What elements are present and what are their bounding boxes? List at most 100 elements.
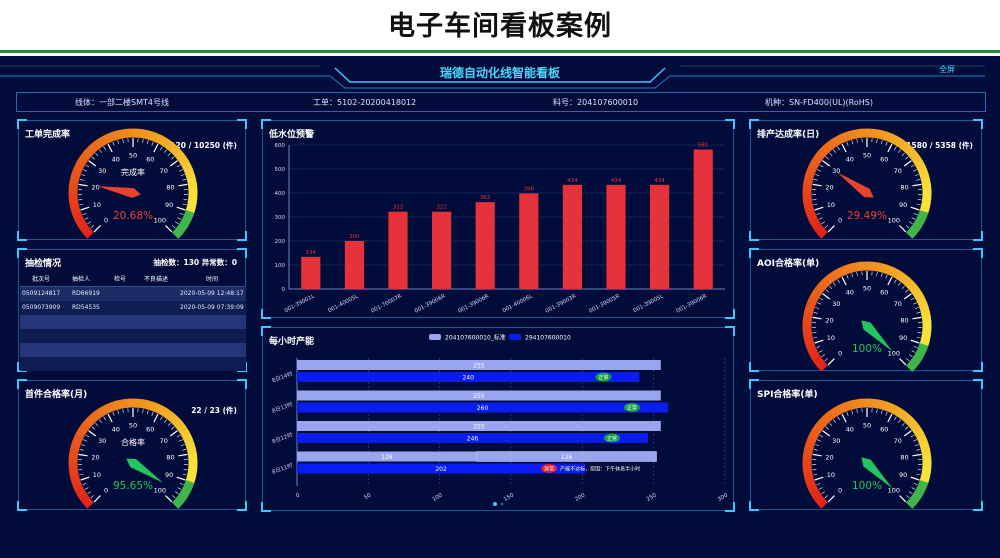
gauge-tick — [90, 495, 94, 499]
actual-bar[interactable] — [297, 463, 586, 474]
gauge-arc-segment — [804, 205, 815, 213]
gauge-arc-segment — [916, 214, 927, 223]
gauge-tick-label: 50 — [863, 285, 871, 293]
gauge-tick — [95, 422, 99, 427]
gauge-tick — [880, 273, 883, 278]
gauge-arc-segment — [825, 140, 835, 151]
bar[interactable] — [606, 184, 626, 289]
bar[interactable] — [562, 184, 582, 289]
gauge-arc-segment — [75, 428, 86, 438]
gauge-arc-segment — [888, 266, 897, 277]
standard-bar[interactable] — [297, 390, 661, 401]
gauge-arc-segment — [892, 268, 902, 279]
gauge-tick-label: 50 — [129, 422, 137, 430]
x-tick-label: 001-39001L — [284, 293, 317, 314]
gauge-tick — [916, 179, 921, 181]
actual-bar-value: 240 — [462, 375, 474, 382]
gauge-arc-segment — [919, 475, 930, 484]
table-row-empty — [20, 357, 246, 371]
gauge-tick — [914, 174, 919, 177]
gauge-tick — [153, 413, 159, 423]
x-tick-label: 100 — [432, 492, 445, 503]
gauge-tick — [176, 434, 181, 438]
gauge-tick — [876, 408, 878, 413]
standard-bar-extra[interactable] — [476, 451, 657, 462]
gauge-tick — [909, 491, 913, 495]
fullscreen-button[interactable]: 全屏 — [939, 65, 955, 74]
spi-title: SPI合格率(单) — [757, 390, 818, 400]
table-row-empty — [20, 343, 246, 357]
gauge-arc-segment — [80, 225, 91, 235]
gauge-arc-segment — [180, 159, 191, 169]
gauge-tick — [90, 225, 94, 229]
gauge-arc-segment — [906, 417, 917, 428]
gauge-tick — [99, 419, 102, 423]
gauge-tick — [79, 473, 84, 476]
table-row[interactable]: 0509124817 RD66919 2020-05-09 12:48:17 — [20, 287, 246, 301]
bar[interactable] — [301, 256, 321, 289]
legend-swatch[interactable] — [509, 334, 521, 340]
actual-bar[interactable] — [297, 372, 640, 382]
gauge-tick-label: 40 — [846, 289, 854, 297]
gauge-arc-segment — [908, 495, 920, 506]
low-water-chart: 0 100 200 300 400 500 600 134 001-39001L 200 001-4… — [275, 143, 725, 315]
gauge-arc-segment — [83, 417, 95, 427]
bar[interactable] — [432, 211, 452, 289]
bar[interactable] — [344, 241, 364, 289]
x-tick-label: 300 — [717, 492, 730, 503]
gauge-arc-segment — [812, 424, 823, 435]
gauge-arc-segment — [921, 182, 932, 190]
bar[interactable] — [475, 202, 495, 289]
pager-dot-active[interactable] — [493, 502, 497, 506]
gauge-arc-segment — [69, 447, 80, 455]
gauge-arc-segment — [75, 487, 86, 497]
x-tick-label: 001-40006L — [502, 293, 535, 314]
bar[interactable] — [519, 193, 539, 289]
gauge-tick — [176, 476, 186, 481]
gauge-tick — [151, 411, 154, 416]
gauge-arc-segment — [802, 466, 813, 474]
x-tick-label: 0 — [295, 492, 301, 499]
gauge-tick — [827, 358, 835, 366]
gauge-tick — [117, 410, 120, 415]
gauge-tick — [833, 419, 836, 423]
standard-bar[interactable] — [297, 360, 661, 370]
gauge-arc-segment — [99, 405, 109, 416]
standard-bar[interactable] — [297, 421, 661, 431]
gauge-arc-segment — [829, 270, 839, 282]
bar-value-label: 398 — [524, 186, 535, 192]
gauge-tick — [167, 152, 171, 157]
gauge-arc-segment — [812, 287, 823, 298]
gauge-tick — [103, 146, 106, 151]
gauge-tick — [829, 152, 833, 157]
gauge-arc-segment — [914, 488, 925, 498]
gauge-arc-segment — [73, 163, 84, 172]
gauge-arc-segment — [914, 159, 925, 169]
pager-dot[interactable] — [500, 502, 504, 506]
gauge-arc-segment — [909, 421, 920, 431]
col-batch: 批次号 — [32, 276, 51, 283]
standard-bar-value: 255 — [473, 424, 485, 431]
gauge-arc-segment — [171, 229, 183, 239]
gauge-tick — [107, 413, 113, 423]
actual-bar[interactable] — [297, 433, 648, 443]
legend-swatch[interactable] — [429, 334, 441, 340]
gauge-arc-segment — [803, 334, 814, 342]
gauge-tick — [901, 285, 905, 290]
gauge-arc-segment — [884, 401, 893, 412]
bar[interactable] — [650, 184, 670, 289]
bar[interactable] — [693, 149, 713, 289]
bar[interactable] — [388, 211, 408, 289]
standard-bar[interactable] — [297, 451, 477, 462]
actual-bar[interactable] — [297, 402, 668, 413]
gauge-arc-segment — [921, 197, 932, 204]
gauge-arc-segment — [908, 225, 920, 236]
gauge-tick — [905, 289, 909, 293]
gauge-tick — [913, 212, 918, 216]
gauge-tick — [178, 453, 188, 457]
table-row[interactable]: 0509073909 RD54535 2020-05-09 07:39:09 — [20, 301, 246, 315]
cell-batch: 0509124817 — [22, 290, 61, 297]
y-tick-label: 400 — [275, 191, 286, 197]
gauge-arc-segment — [802, 329, 813, 337]
gauge-tick — [82, 482, 87, 486]
